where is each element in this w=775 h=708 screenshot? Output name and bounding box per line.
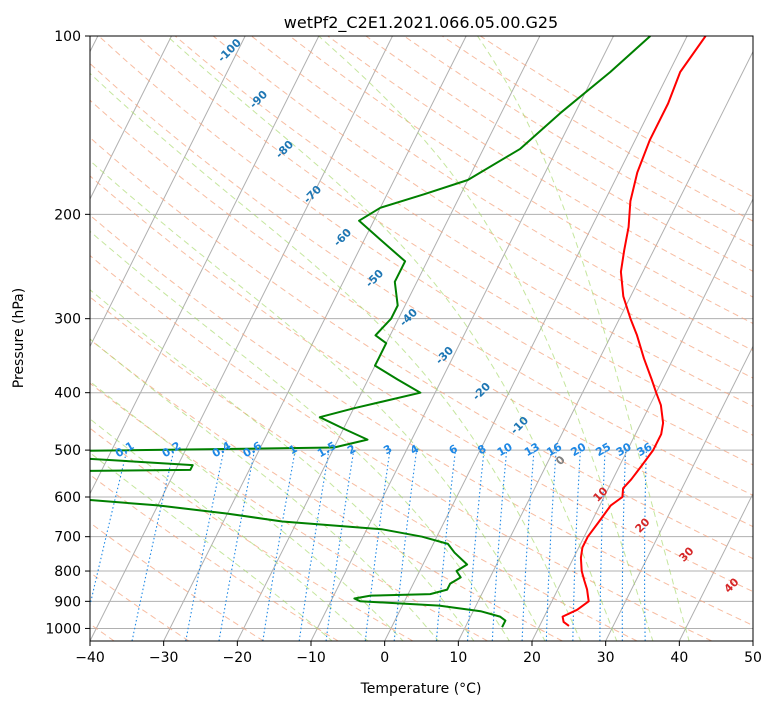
y-tick-label: 200	[54, 207, 81, 223]
isotherm-line	[90, 36, 172, 201]
dry-adiabat-line	[90, 62, 753, 496]
x-tick-label: 40	[670, 650, 688, 666]
moist-adiabat-line	[90, 72, 582, 641]
moist-adiabat-line	[90, 159, 546, 641]
isotherm-line	[163, 36, 467, 641]
mixing-ratio-line	[131, 449, 175, 641]
isotherm-line	[90, 36, 320, 495]
x-tick-label: 20	[523, 650, 541, 666]
dry-adiabat-line	[90, 474, 339, 641]
dry-adiabat-line	[251, 36, 753, 352]
moist-adiabat-line	[90, 418, 369, 641]
moist-adiabat-line	[90, 289, 475, 641]
isotherm-line	[236, 36, 541, 641]
dry-adiabat-line	[98, 36, 753, 466]
y-tick-label: 700	[54, 530, 81, 546]
isotherm-line	[90, 36, 246, 348]
mixing-ratio-line	[435, 450, 456, 641]
grid-layer	[90, 36, 753, 641]
isotherm-line	[90, 36, 393, 641]
moist-adiabat-line	[90, 230, 510, 641]
mixing-ratio-line	[325, 450, 355, 641]
series-layer	[90, 36, 707, 628]
x-axis-label: Temperature (°C)	[360, 681, 482, 697]
moist-adiabat-line	[166, 36, 618, 641]
dry-adiabat-line	[90, 136, 753, 560]
dry-adiabat-line	[90, 214, 753, 627]
chart-title: wetPf2_C2E1.2021.066.05.00.G25	[284, 13, 558, 33]
x-tick-label: 30	[597, 650, 615, 666]
moist-adiabat-line	[90, 452, 333, 641]
isotherm-line	[605, 345, 753, 641]
mixing-ratio-line	[364, 450, 391, 641]
x-tick-label: 0	[380, 650, 389, 666]
x-tick-label: −10	[296, 650, 326, 666]
y-tick-label: 1000	[45, 621, 81, 637]
x-tick-label: −40	[75, 650, 105, 666]
dry-adiabat-line	[90, 296, 638, 641]
plot-frame	[89, 35, 754, 642]
x-tick-label: −30	[149, 650, 179, 666]
y-tick-label: 100	[54, 29, 81, 45]
y-tick-label: 600	[54, 490, 81, 506]
y-tick-label: 300	[54, 312, 81, 328]
x-axis: −40 −30 −20 −10 0 10 20 30 40 50	[75, 641, 762, 666]
mixing-ratio-line	[393, 450, 418, 641]
dry-adiabat-line	[212, 36, 753, 379]
y-tick-label: 500	[54, 443, 81, 459]
y-axis: 100 200 300 400 500 600 700 800 900 1000	[45, 29, 90, 637]
x-tick-label: 50	[744, 650, 762, 666]
y-axis-label: Pressure (hPa)	[11, 288, 27, 388]
mixing-ratio-line	[90, 449, 128, 608]
moist-adiabat-line	[477, 36, 690, 641]
isotherm-line	[457, 50, 753, 641]
y-tick-label: 900	[54, 594, 81, 610]
dry-adiabat-line	[90, 427, 414, 641]
y-tick-label: 400	[54, 386, 81, 402]
x-tick-label: 10	[449, 650, 467, 666]
dry-adiabat-line	[90, 254, 712, 641]
x-tick-label: −20	[223, 650, 253, 666]
y-tick-label: 800	[54, 564, 81, 580]
mixing-ratio-line	[466, 450, 485, 641]
temperature-profile-line	[561, 36, 707, 627]
moist-adiabat-line	[90, 338, 440, 641]
isotherm-line	[531, 197, 753, 641]
dry-adiabat-line	[90, 382, 488, 641]
isotherm-line	[678, 492, 753, 641]
mixing-ratio-line	[298, 450, 330, 641]
dry-adiabat-line	[90, 99, 753, 528]
dry-adiabat-line	[90, 175, 753, 593]
moist-adiabat-line	[318, 36, 654, 641]
dry-adiabat-line	[90, 571, 190, 641]
dry-adiabat-line	[90, 338, 563, 641]
dewpoint-profile-line	[90, 36, 651, 628]
